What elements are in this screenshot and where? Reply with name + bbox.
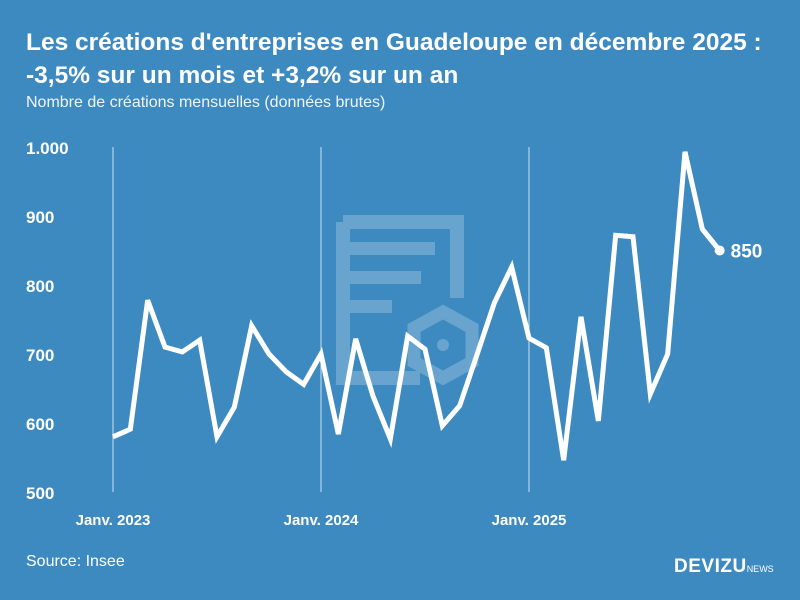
chart-title: Les créations d'entreprises en Guadeloup… [26,29,762,89]
last-value-label: 850 [731,242,763,263]
y-tick-label: 600 [26,415,54,434]
devizu-logo: DEVIZUNEWS [674,556,774,578]
watermark-icon [336,215,479,386]
last-point [714,245,725,256]
x-tick-label: Janv. 2024 [284,512,359,529]
y-tick-label: 500 [26,484,54,503]
series-line [111,151,722,461]
logo-main: DEVIZU [674,556,747,577]
y-tick-label: 1.000 [26,139,69,158]
x-tick-label: Janv. 2023 [76,512,151,529]
y-tick-label: 900 [26,208,54,227]
chart-subtitle: Nombre de créations mensuelles (données … [26,94,386,111]
y-tick-label: 800 [26,277,54,296]
source-note: Source: Insee [26,553,125,570]
logo-sub: NEWS [746,564,774,574]
y-tick-label: 700 [26,346,54,365]
x-tick-label: Janv. 2025 [492,512,567,529]
